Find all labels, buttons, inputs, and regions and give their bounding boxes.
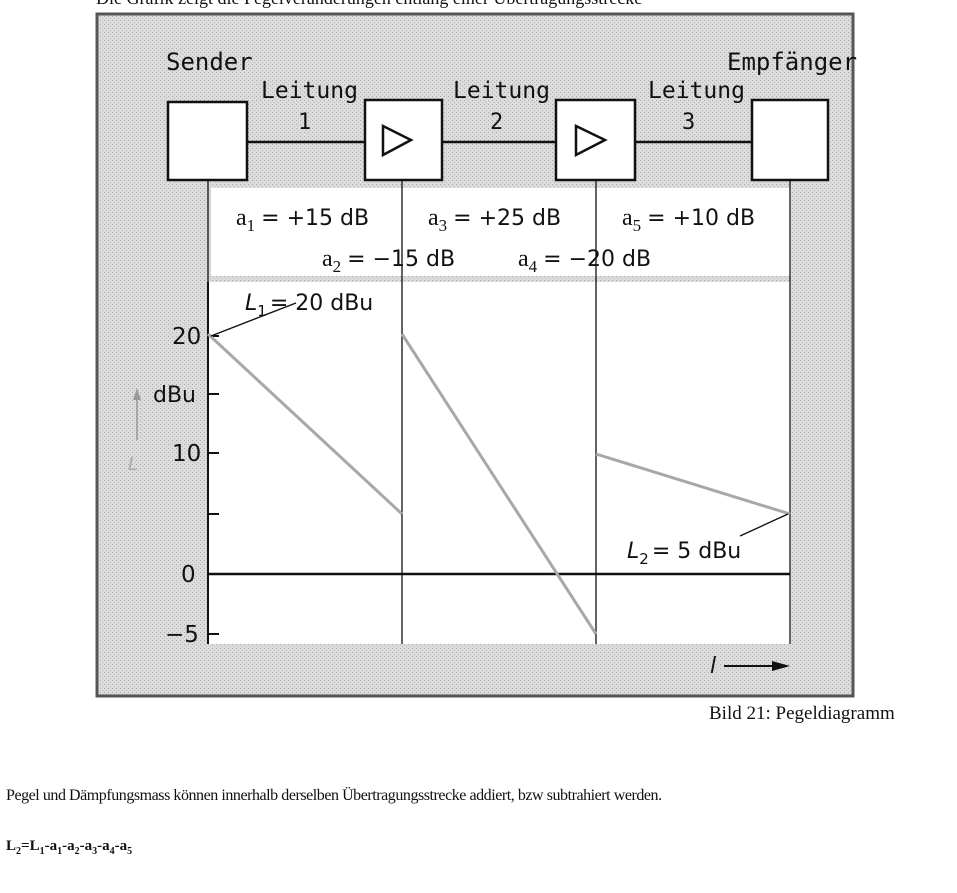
formula-term: -a1 xyxy=(44,838,63,857)
formula-term: -a4 xyxy=(97,838,115,857)
attenuation-a3: a3 = +25 dB xyxy=(428,205,561,235)
level-segment-1 xyxy=(206,332,404,516)
y-tick-label-0: 0 xyxy=(181,562,196,588)
line-number-1: 1 xyxy=(298,110,311,135)
formula-term: L2 xyxy=(6,838,22,857)
y-tick-label-20: 20 xyxy=(172,324,201,350)
attenuation-a2: a2 = −15 dB xyxy=(322,246,455,276)
line-number-3: 3 xyxy=(682,110,695,135)
formula-term: =L1 xyxy=(21,838,45,857)
y-axis-symbol: L xyxy=(128,454,138,475)
amplifier-block-2 xyxy=(554,98,637,182)
level-curve xyxy=(206,332,791,635)
top-text-line: Die Grafik zeigt die Pegelveränderungen … xyxy=(96,0,642,9)
formula-term: -a5 xyxy=(114,838,133,857)
line-label-1: Leitung xyxy=(261,78,358,104)
formula-term: -a2 xyxy=(62,838,80,857)
l2-leader-line xyxy=(739,513,789,537)
formula-term: -a3 xyxy=(79,838,98,857)
l1-leader-line xyxy=(210,302,297,337)
sender-block xyxy=(166,100,249,182)
level-diagram-figure: Sender Empfänger Leitung 1 Leitung 2 Lei… xyxy=(95,12,857,698)
amplifier-triangle-1 xyxy=(381,123,414,158)
plot-area xyxy=(208,282,791,644)
body-text: Pegel und Dämpfungsmass können innerhalb… xyxy=(6,787,662,804)
l1-label: L1 = 20 dBu xyxy=(245,291,373,320)
line-number-2: 2 xyxy=(490,110,503,135)
figure-caption: Bild 21: Pegeldiagramm xyxy=(709,703,895,724)
line-label-3: Leitung xyxy=(648,78,745,104)
attenuation-a1: a1 = +15 dB xyxy=(236,205,369,235)
y-tick-label-10: 10 xyxy=(172,441,201,467)
x-axis-arrowhead xyxy=(772,661,790,671)
level-segment-2 xyxy=(400,333,598,635)
line-label-2: Leitung xyxy=(453,78,550,104)
sender-label: Sender xyxy=(166,48,253,76)
amplifier-block-1 xyxy=(363,98,444,182)
x-axis-symbol: l xyxy=(710,654,716,679)
receiver-label: Empfänger xyxy=(727,48,857,76)
attenuation-a5: a5 = +10 dB xyxy=(622,205,755,235)
amplifier-triangle-2 xyxy=(574,124,608,158)
attenuation-label-area xyxy=(211,188,791,276)
y-tick-label-minus5: −5 xyxy=(165,622,199,648)
level-segment-3 xyxy=(595,452,791,516)
level-formula: L2=L1-a1-a2-a3-a4-a5 xyxy=(6,838,132,857)
y-axis-arrowhead xyxy=(133,388,141,400)
attenuation-a4: a4 = −20 dB xyxy=(518,246,651,276)
receiver-block xyxy=(750,98,830,182)
y-unit-label: dBu xyxy=(153,383,196,408)
l2-label: L2 = 5 dBu xyxy=(627,539,741,568)
